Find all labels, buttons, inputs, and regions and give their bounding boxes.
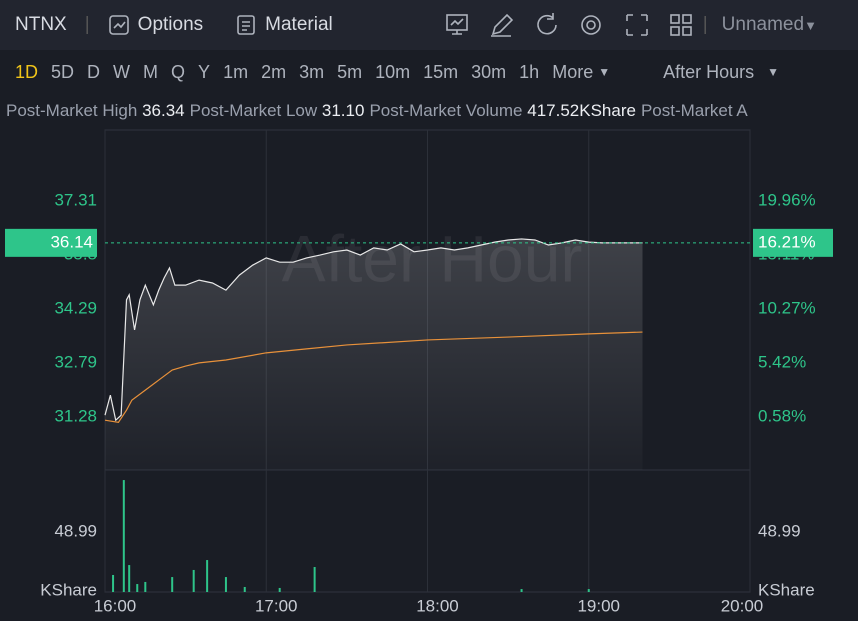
toolbar: NTNX | Options Material | Unnamed ▼ [0,0,858,50]
y-tick-label: 37.31 [54,190,97,209]
stat-label: Post-Market High [6,101,138,120]
volume-bar [278,587,281,592]
stats-bar: Post-Market High 36.34 Post-Market Low 31… [6,96,858,126]
stat-label: Post-Market Volume [369,101,523,120]
y2-tick-label: 10.27% [758,299,816,318]
current-change-label: 16.21% [758,232,816,251]
timeframe-list: 1D 5D D W M Q Y 1m 2m 3m 5m 10m 15m 30m 1h [15,62,552,83]
volume-bar [192,569,195,592]
timeframe[interactable]: 1D [15,61,39,82]
timeframe[interactable]: 5D [51,61,75,82]
volume-bar [171,577,174,592]
timeframe[interactable]: 3m [299,61,325,82]
volume-bar [206,560,209,592]
average-line [104,331,643,424]
options-button[interactable]: Options [137,14,204,35]
timeframe[interactable]: 15m [423,61,459,82]
volume-tick-label: 48.99 [54,521,97,540]
session-select[interactable]: After Hours [663,61,755,82]
y2-tick-label: 5.42% [758,353,806,372]
more-button[interactable]: More [552,61,594,82]
y-tick-label: 32.79 [54,352,97,371]
volume-bar [243,586,246,592]
timeframe[interactable]: 1m [223,61,249,82]
material-icon [237,15,255,35]
y-tick-label: 34.29 [54,299,97,318]
current-price-label: 36.14 [50,232,93,251]
timeframe-bar: 1D 5D D W M Q Y 1m 2m 3m 5m 10m 15m 30m 1h More ▼ After… [15,61,780,83]
current-change-tag [753,228,833,257]
volume-tick-label: KShare [758,580,815,599]
current-price-tag [5,228,97,257]
tool-icons [445,13,692,37]
timeframe[interactable]: 30m [471,61,507,82]
x-tick-label: 18:00 [416,596,459,615]
volume-bar [144,581,147,592]
stat-label: Post-Market Low [189,101,318,120]
stat-label: Post-Market A [640,101,748,120]
price-line [104,238,643,422]
volume-bar [128,565,131,592]
y-tick-label: 31.28 [54,406,97,425]
price-area [105,238,643,470]
volume-bar [112,574,115,592]
y2-tick-label: 0.58% [758,407,806,426]
layout-select[interactable]: Unnamed [721,14,805,35]
symbol[interactable]: NTNX [15,14,67,35]
volume-bar [122,480,125,592]
x-tick-label: 17:00 [255,596,298,615]
x-tick-label: 19:00 [577,596,620,615]
timeframe[interactable]: M [143,61,159,82]
timeframe[interactable]: 10m [375,61,411,82]
volume-bar [313,567,316,592]
timeframe[interactable]: Y [198,61,211,82]
options-icon [108,15,129,35]
volume-bar [224,577,227,592]
timeframe[interactable]: 5m [337,61,363,82]
stat-value: 31.10 [321,101,365,120]
stat-value: 36.34 [142,101,185,120]
timeframe[interactable]: 1h [519,61,540,82]
timeframe[interactable]: 2m [261,61,287,82]
volume-bar [520,589,523,592]
timeframe[interactable]: W [113,61,131,82]
volume-bar [136,584,139,592]
material-button[interactable]: Material [265,14,333,35]
timeframe[interactable]: D [87,61,101,82]
timeframe[interactable]: Q [171,61,186,82]
volume-tick-label: KShare [40,580,97,599]
volume-tick-label: 48.99 [758,521,801,540]
x-tick-label: 16:00 [94,596,137,615]
volume-bar [587,589,590,592]
stat-value: 417.52KShare [527,101,636,120]
y2-tick-label: 19.96% [758,190,816,209]
x-tick-label: 20:00 [721,596,764,615]
